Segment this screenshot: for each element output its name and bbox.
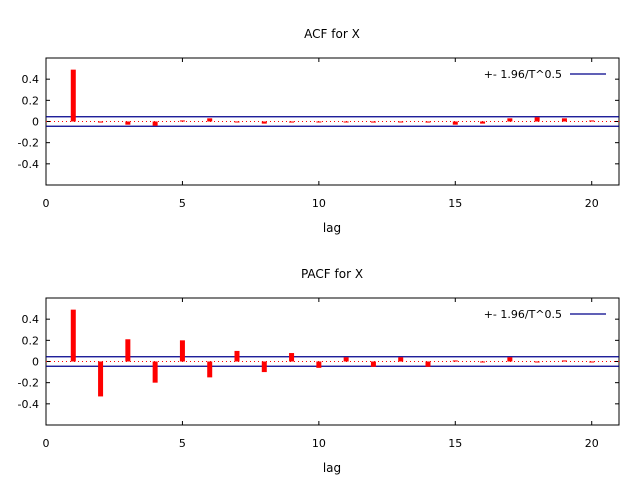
acf-bar [152, 121, 158, 126]
x-axis-label: lag [323, 461, 341, 475]
acf-bar [316, 121, 322, 123]
x-tick-label: 20 [585, 197, 599, 210]
pacf-bar [179, 340, 185, 362]
pacf-bar [534, 361, 540, 363]
legend: +- 1.96/T^0.5 [484, 308, 606, 321]
acf-bar [125, 121, 131, 125]
chart-title: PACF for X [301, 267, 363, 281]
y-tick-label: 0 [32, 356, 39, 369]
x-axis-ticks: 0 5 10 15 20 [43, 58, 599, 210]
pacf-bar [452, 360, 458, 362]
confidence-band-lines [46, 356, 619, 367]
pacf-bar [261, 361, 267, 373]
y-tick-label: 0.4 [22, 313, 40, 326]
pacf-bar [398, 357, 404, 362]
y-tick-label: 0.4 [22, 73, 40, 86]
pacf-bar [316, 361, 322, 368]
y-tick-label: 0.2 [22, 94, 40, 107]
pacf-bar [289, 353, 295, 362]
y-axis-ticks: 0.4 0.2 0 -0.2 -0.4 [18, 313, 619, 411]
y-tick-label: -0.2 [18, 377, 39, 390]
pacf-bar [343, 357, 349, 362]
pacf-bar [70, 309, 76, 362]
pacf-bar [207, 361, 213, 378]
acf-bar [398, 121, 404, 123]
acf-bar [261, 121, 267, 124]
x-tick-label: 15 [448, 437, 462, 450]
x-tick-label: 10 [312, 197, 326, 210]
acf-bar [452, 121, 458, 125]
pacf-bar [589, 361, 595, 363]
acf-bars [70, 69, 595, 126]
acf-bar [234, 121, 240, 123]
pacf-bar [234, 350, 240, 362]
acf-bar [179, 120, 185, 122]
x-tick-label: 15 [448, 197, 462, 210]
x-axis-label: lag [323, 221, 341, 235]
pacf-bar [125, 339, 131, 362]
acf-panel: ACF for X 0.4 0.2 0 -0.2 -0.4 0 5 10 15 20 +- 1.… [18, 27, 620, 235]
x-axis-ticks: 0 5 10 15 20 [43, 298, 599, 450]
acf-bar [561, 118, 567, 122]
pacf-bar [561, 360, 567, 362]
pacf-bar [480, 361, 486, 363]
acf-bar [98, 121, 104, 123]
x-tick-label: 0 [43, 197, 50, 210]
acf-bar [289, 121, 295, 123]
pacf-bar [98, 361, 104, 397]
acf-bar [507, 118, 513, 122]
acf-bar [370, 121, 376, 123]
acf-bar [589, 120, 595, 122]
x-tick-label: 5 [179, 437, 186, 450]
legend-label: +- 1.96/T^0.5 [484, 68, 562, 81]
pacf-bar [507, 357, 513, 362]
pacf-bars [70, 309, 595, 397]
chart-title: ACF for X [304, 27, 360, 41]
confidence-band-lines [46, 116, 619, 127]
pacf-panel: PACF for X 0.4 0.2 0 -0.2 -0.4 0 5 10 15 20 +- 1… [18, 267, 620, 475]
y-tick-label: -0.4 [18, 158, 39, 171]
acf-bar [343, 121, 349, 123]
pacf-bar [370, 361, 376, 367]
acf-bar [70, 69, 76, 122]
y-tick-label: 0 [32, 116, 39, 129]
x-tick-label: 10 [312, 437, 326, 450]
y-tick-label: -0.4 [18, 398, 39, 411]
acf-bar [207, 118, 213, 122]
acf-bar [425, 121, 431, 123]
legend-label: +- 1.96/T^0.5 [484, 308, 562, 321]
x-tick-label: 20 [585, 437, 599, 450]
y-tick-label: -0.2 [18, 137, 39, 150]
acf-bar [534, 117, 540, 122]
legend: +- 1.96/T^0.5 [484, 68, 606, 81]
pacf-bar [152, 361, 158, 383]
x-tick-label: 0 [43, 437, 50, 450]
x-tick-label: 5 [179, 197, 186, 210]
acf-bar [480, 121, 486, 124]
y-axis-ticks: 0.4 0.2 0 -0.2 -0.4 [18, 73, 619, 171]
pacf-bar [425, 361, 431, 367]
y-tick-label: 0.2 [22, 334, 40, 347]
